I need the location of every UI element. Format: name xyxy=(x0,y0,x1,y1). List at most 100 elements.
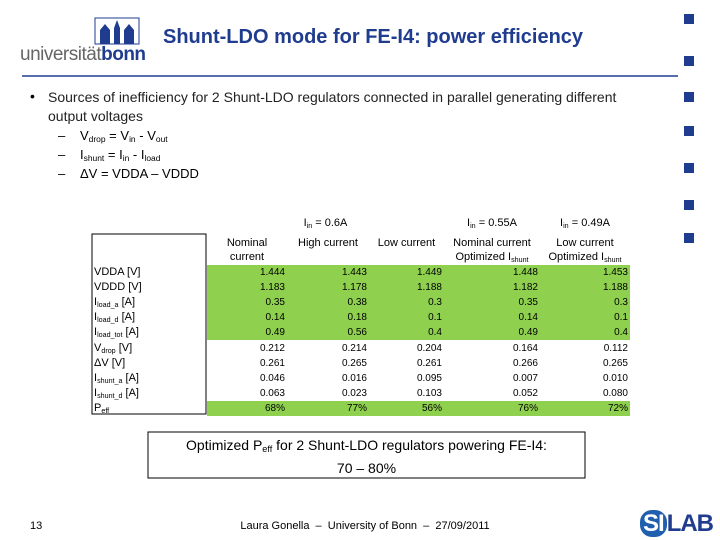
header-line: Low current xyxy=(535,236,635,250)
cell: 0.38 xyxy=(287,295,369,311)
logo-part: bonn xyxy=(101,44,146,65)
cell: 0.49 xyxy=(444,325,540,341)
text-part: load_d xyxy=(97,316,119,325)
text-part: [A] xyxy=(122,326,139,339)
text-part: [A] xyxy=(118,311,136,324)
cell: 0.023 xyxy=(341,387,367,399)
cell: 1.188 xyxy=(369,280,444,296)
text-part: shunt_d xyxy=(97,391,123,400)
cell: 0.14 xyxy=(444,310,540,326)
cell: 0.212 xyxy=(259,342,285,354)
text-part: Low current xyxy=(556,237,614,249)
sub-bullet: Vdrop = Vin - Vout xyxy=(80,128,168,144)
footer-text: Laura Gonella – University of Bonn – 27/… xyxy=(240,520,490,532)
text-part: in xyxy=(129,134,136,144)
column-header: Nominal current xyxy=(216,236,278,264)
caption-line: 70 – 80% xyxy=(148,459,585,478)
group-header: Iin = 0.55A xyxy=(444,216,540,233)
square xyxy=(684,163,694,173)
cell: 0.214 xyxy=(341,342,367,354)
square xyxy=(684,92,694,102)
square xyxy=(684,233,694,243)
text-part: shunt_a xyxy=(97,376,123,385)
text-part: shunt xyxy=(604,256,622,264)
cell: 0.3 xyxy=(540,295,630,311)
title: Shunt-LDO mode for FE-I4: power efficien… xyxy=(163,26,584,48)
text-part: = I xyxy=(104,147,123,162)
text-part: 70 – 80% xyxy=(336,460,397,476)
text-part: ΔV [V] xyxy=(94,356,126,369)
header-line: Optimized Ishunt xyxy=(439,250,545,267)
row-label: Iload_d [A] xyxy=(94,310,135,325)
text-part: I xyxy=(94,311,98,324)
bullet-marker: • xyxy=(30,88,35,104)
cell: 0.4 xyxy=(540,325,630,341)
text-part: I xyxy=(94,326,98,339)
text-part: [A] xyxy=(122,371,139,384)
cell: 1.443 xyxy=(287,265,369,280)
cell: 0.080 xyxy=(602,387,628,399)
text-part: in xyxy=(306,222,313,230)
row-label: Peff xyxy=(94,401,109,416)
group-header: Iin = 0.49A xyxy=(540,216,630,233)
cell: 0.266 xyxy=(512,357,538,369)
row-label: Iload_tot [A] xyxy=(94,325,139,340)
text-part: Nominal current xyxy=(226,237,268,263)
column-header: Nominal current Optimized Ishunt xyxy=(439,236,545,267)
row-label: Iload_a [A] xyxy=(94,295,135,310)
text-part: = 0.6A xyxy=(312,217,348,229)
text-part: [A] xyxy=(122,386,139,399)
cell: 0.49 xyxy=(207,325,287,341)
text-part: = 0.49A xyxy=(568,217,610,229)
text-part: load_a xyxy=(97,301,119,310)
row-label: VDDD [V] xyxy=(94,280,142,295)
text-part: VDDD [V] xyxy=(94,281,142,294)
sub-bullet: ΔV = VDDA – VDDD xyxy=(80,166,199,181)
cell: 0.010 xyxy=(602,372,628,384)
text-part: Optimized I xyxy=(548,251,605,263)
cell: 0.095 xyxy=(416,372,442,384)
logo-part: SI xyxy=(640,510,667,537)
logo-part: universität xyxy=(20,44,102,65)
cell: 0.103 xyxy=(416,387,442,399)
text-part: I xyxy=(467,217,471,229)
text-part: I xyxy=(80,147,84,162)
cell: 1.449 xyxy=(369,265,444,280)
cell: 1.444 xyxy=(207,265,287,280)
cell: 0.56 xyxy=(287,325,369,341)
text-part: eff xyxy=(101,406,110,415)
text-part: = 0.55A xyxy=(475,217,517,229)
text-part: High current xyxy=(298,237,358,249)
column-header: Low current xyxy=(376,236,438,250)
header-line: High current xyxy=(297,236,359,250)
cell: 1.178 xyxy=(287,280,369,296)
text-part: Optimized P xyxy=(186,437,263,453)
text-part: I xyxy=(94,296,98,309)
row-label: Ishunt_a [A] xyxy=(94,371,139,386)
text-part: shunt xyxy=(511,256,529,264)
cell: 0.063 xyxy=(259,387,285,399)
cell: 0.007 xyxy=(512,372,538,384)
row-label: ΔV [V] xyxy=(94,356,125,371)
page-number: 13 xyxy=(30,520,43,532)
cell: 56% xyxy=(369,400,444,416)
cell: 76% xyxy=(444,400,540,416)
square xyxy=(684,56,694,66)
cell: 1.182 xyxy=(444,280,540,296)
header-line: Optimized Ishunt xyxy=(535,250,635,267)
text-part: in xyxy=(563,222,569,230)
dash: – xyxy=(58,166,66,181)
cell: 0.1 xyxy=(540,310,630,326)
dash: – xyxy=(58,147,66,162)
logo-icon xyxy=(94,17,140,45)
text-part: I xyxy=(94,386,98,399)
text-part: drop xyxy=(101,346,116,355)
cell: 0.14 xyxy=(207,310,287,326)
cell: 0.35 xyxy=(207,295,287,311)
text-part: - V xyxy=(135,128,156,143)
cell: 72% xyxy=(540,400,630,416)
cell: 1.448 xyxy=(444,265,540,280)
dash: – xyxy=(58,128,66,143)
